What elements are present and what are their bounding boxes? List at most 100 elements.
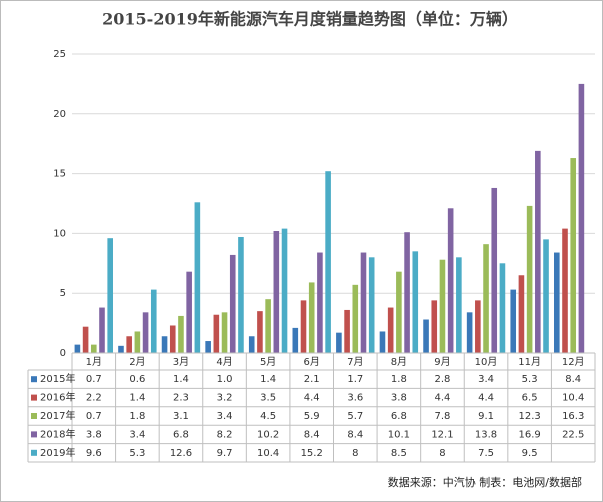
table-cell: 1.7 [347,374,363,385]
y-tick-label: 0 [60,348,66,359]
bar [74,344,81,353]
footnote: 数据来源：中汽协 制表：电池网/数据部 [388,475,582,489]
table-cell: 0.6 [129,374,145,385]
table-cell: 3.4 [217,411,233,422]
table-cell: 4.4 [478,393,494,404]
bar [82,326,89,353]
table-cell: 7.5 [478,448,494,459]
bar [439,259,446,353]
table-cell: 8.4 [347,429,363,440]
table-cell: 12.6 [170,448,192,459]
bar [456,257,462,353]
table-cell: 8.4 [304,429,320,440]
bar [562,228,568,353]
bar [99,307,105,353]
legend-label: 2015年 [40,372,75,385]
y-tick-label: 15 [53,169,66,180]
bar [281,228,288,353]
bar [300,300,307,353]
bar [499,263,506,353]
legend-swatch [31,449,37,456]
bar [273,231,280,353]
table-cell: 3.1 [173,411,189,422]
bar [404,232,410,353]
bar [126,336,132,353]
x-tick-label: 9月 [434,356,450,368]
x-tick-label: 6月 [304,356,320,368]
table-cell: 16.9 [518,429,540,440]
bar [169,325,176,353]
bar [447,208,454,353]
bar [336,332,342,353]
table-cell: 3.4 [478,374,494,385]
y-tick-label: 25 [53,49,66,60]
table-cell: 0.7 [86,411,102,422]
table-cell: 5.3 [522,374,538,385]
table-cell: 9.7 [217,448,233,459]
legend-label: 2017年 [40,409,75,422]
bar [186,271,192,353]
table-cell: 10.4 [257,448,279,459]
table-cell: 0.7 [86,374,102,385]
legend-label: 2019年 [40,446,75,459]
bar [205,341,211,353]
table-cell: 2.2 [86,393,102,404]
legend-label: 2018年 [40,427,75,440]
table-cell: 1.8 [129,411,145,422]
table-cell: 1.0 [217,374,233,385]
bar [379,331,386,353]
table-cell: 2.1 [304,374,320,385]
chart-title: 2015-2019年新能源汽车月度销量趋势图（单位：万辆） [102,10,518,29]
table-cell: 6.8 [173,429,189,440]
bar [483,244,489,353]
x-tick-label: 5月 [260,356,276,368]
bar [344,309,350,353]
table-cell: 15.2 [301,448,323,459]
bar [161,336,168,353]
table-cell: 3.8 [86,429,102,440]
bar [396,271,402,353]
bar [387,307,394,353]
table-cell: 8 [352,448,358,459]
bar [554,252,560,353]
x-tick-label: 7月 [347,356,363,368]
table-cell: 1.8 [391,374,407,385]
table-cell: 9.6 [86,448,102,459]
bar [194,202,201,353]
bar [325,171,331,353]
x-tick-label: 12月 [562,356,585,368]
bar [368,257,375,353]
table-cell: 8 [439,448,445,459]
bar [510,289,517,353]
bar [412,251,419,353]
bar [150,289,157,353]
bar [578,83,585,354]
table-cell: 5.9 [304,411,320,422]
table-cell: 2.3 [173,393,189,404]
y-tick-label: 20 [53,109,66,120]
table-cell: 8.2 [217,429,233,440]
x-tick-label: 2月 [129,356,145,368]
table-cell: 10.4 [562,393,584,404]
bar [360,252,367,353]
legend-swatch [31,376,37,383]
bar [248,336,255,353]
bar [535,150,541,353]
bar [543,239,549,353]
bar [423,319,429,353]
legend-label: 2016年 [40,391,75,404]
table-cell: 3.4 [129,429,145,440]
bar [292,327,299,353]
bar [308,282,315,353]
y-tick-label: 5 [60,288,66,299]
bar [352,284,359,353]
bar [317,252,323,353]
table-cell: 5.3 [129,448,145,459]
x-tick-label: 4月 [216,356,232,368]
bar [134,331,141,353]
table-cell: 16.3 [562,411,584,422]
bar [475,300,481,353]
bar [118,345,124,353]
table-cell: 2.8 [435,374,451,385]
